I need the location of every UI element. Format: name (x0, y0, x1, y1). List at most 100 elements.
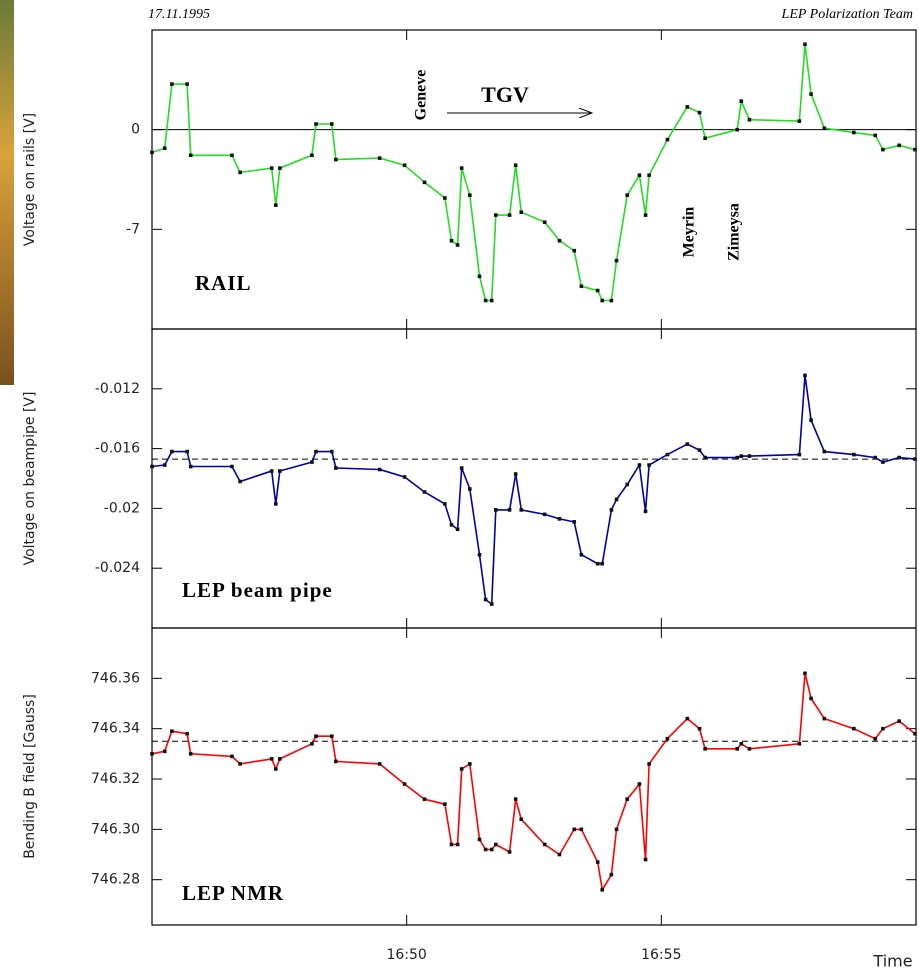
data-point (579, 284, 584, 289)
data-point (797, 741, 802, 746)
data-point (625, 797, 630, 801)
data-point (614, 497, 619, 502)
data-point (735, 455, 740, 460)
data-point (913, 457, 917, 461)
data-point (459, 466, 464, 470)
data-point (609, 872, 614, 877)
data-point (595, 288, 600, 293)
data-point (278, 469, 282, 473)
data-point (238, 170, 242, 175)
data-point (507, 508, 512, 512)
data-point (542, 842, 547, 847)
data-point (334, 157, 338, 162)
data-point (402, 782, 407, 786)
x-tick-label: 16:50 (386, 947, 426, 963)
data-point (185, 82, 189, 86)
data-point (739, 99, 744, 103)
data-point (797, 119, 802, 123)
data-point (703, 747, 707, 751)
data-point (422, 797, 427, 801)
y-tick-label: 0 (131, 122, 140, 138)
data-point (513, 163, 518, 168)
data-point (697, 110, 702, 115)
data-point (150, 752, 154, 756)
data-point (230, 153, 234, 158)
data-point (477, 552, 482, 557)
data-point (377, 467, 382, 472)
data-point (278, 166, 282, 170)
data-point (150, 464, 154, 469)
data-point (739, 454, 744, 458)
data-point (489, 298, 494, 303)
panel-label: RAIL (195, 271, 252, 295)
y-tick-label: -0.02 (104, 500, 140, 516)
data-point (494, 842, 498, 847)
data-point (735, 747, 740, 751)
x-axis-label: Time (872, 952, 912, 971)
annotation: Zimeysa (726, 203, 743, 261)
panel-label: LEP NMR (182, 881, 284, 905)
data-point (494, 213, 498, 217)
data-point (230, 754, 234, 759)
data-point (747, 747, 752, 751)
annotation: TGV (481, 82, 529, 107)
data-point (595, 561, 600, 566)
data-point (314, 449, 318, 454)
y-tick-label: -7 (126, 221, 140, 237)
data-point (735, 127, 740, 132)
annotation: Meyrin (681, 207, 698, 258)
data-point (572, 520, 577, 524)
data-point (852, 130, 856, 135)
data-point (637, 173, 642, 178)
data-point (600, 561, 605, 566)
data-point (647, 173, 651, 178)
data-point (643, 213, 648, 217)
data-point (572, 248, 577, 253)
data-point (402, 163, 407, 168)
data-point (334, 466, 338, 470)
data-point (513, 797, 518, 801)
data-point (422, 490, 427, 494)
data-point (579, 552, 584, 557)
data-point (797, 452, 802, 457)
plot-frame (151, 29, 917, 330)
data-point (459, 166, 464, 170)
data-point (897, 719, 901, 723)
data-point (443, 802, 447, 806)
data-point (739, 741, 744, 746)
data-point (519, 508, 524, 512)
data-point (314, 734, 318, 739)
data-line (151, 44, 916, 302)
photo-strip (0, 0, 14, 385)
data-point (852, 726, 856, 731)
data-line (151, 673, 916, 893)
data-point (557, 852, 562, 857)
data-point (185, 731, 189, 736)
y-axis-label: Voltage on rails [V] (22, 113, 38, 246)
data-point (483, 597, 488, 602)
y-tick-label: -0.024 (95, 560, 140, 576)
data-point (455, 243, 460, 247)
data-point (188, 464, 193, 469)
data-point (269, 757, 274, 761)
plot-frame (151, 627, 917, 926)
data-point (459, 767, 464, 771)
data-point (595, 860, 600, 864)
data-point (483, 298, 488, 303)
data-point (273, 767, 278, 771)
data-point (477, 274, 482, 279)
data-point (449, 842, 454, 847)
data-point (873, 736, 878, 741)
data-point (609, 298, 614, 303)
data-point (273, 203, 278, 207)
y-tick-label: 746.36 (91, 670, 140, 686)
data-point (150, 150, 154, 155)
data-point (803, 373, 807, 378)
data-point (881, 726, 885, 731)
data-point (557, 238, 562, 243)
data-point (377, 156, 382, 160)
data-point (310, 460, 314, 464)
data-point (477, 837, 482, 842)
data-point (822, 449, 827, 454)
data-point (162, 146, 167, 150)
